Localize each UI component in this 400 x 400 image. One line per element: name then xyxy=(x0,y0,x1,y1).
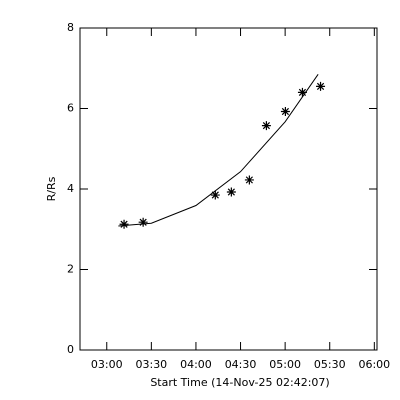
x-axis-label: Start Time (14-Nov-25 02:42:07) xyxy=(150,376,329,389)
x-tick-label: 06:00 xyxy=(358,358,390,371)
x-tick-label: 05:30 xyxy=(314,358,346,371)
y-tick-label: 6 xyxy=(67,102,74,115)
data-point xyxy=(280,107,290,117)
y-tick-label: 8 xyxy=(67,21,74,34)
data-point xyxy=(226,187,236,197)
x-tick-label: 04:00 xyxy=(180,358,212,371)
x-tick-label: 03:00 xyxy=(91,358,123,371)
x-tick-label: 03:30 xyxy=(135,358,167,371)
data-point xyxy=(261,121,271,131)
data-point xyxy=(316,81,326,91)
y-axis-label: R/Rs xyxy=(45,176,58,201)
data-point xyxy=(119,219,129,229)
data-point xyxy=(244,175,254,185)
data-point xyxy=(210,190,220,200)
data-point xyxy=(138,217,148,227)
y-tick-label: 0 xyxy=(67,343,74,356)
y-tick-label: 4 xyxy=(67,182,74,195)
x-tick-label: 04:30 xyxy=(225,358,257,371)
x-tick-label: 05:00 xyxy=(269,358,301,371)
fit-curve xyxy=(118,74,319,227)
y-tick-label: 2 xyxy=(67,263,74,276)
data-point xyxy=(297,87,307,97)
